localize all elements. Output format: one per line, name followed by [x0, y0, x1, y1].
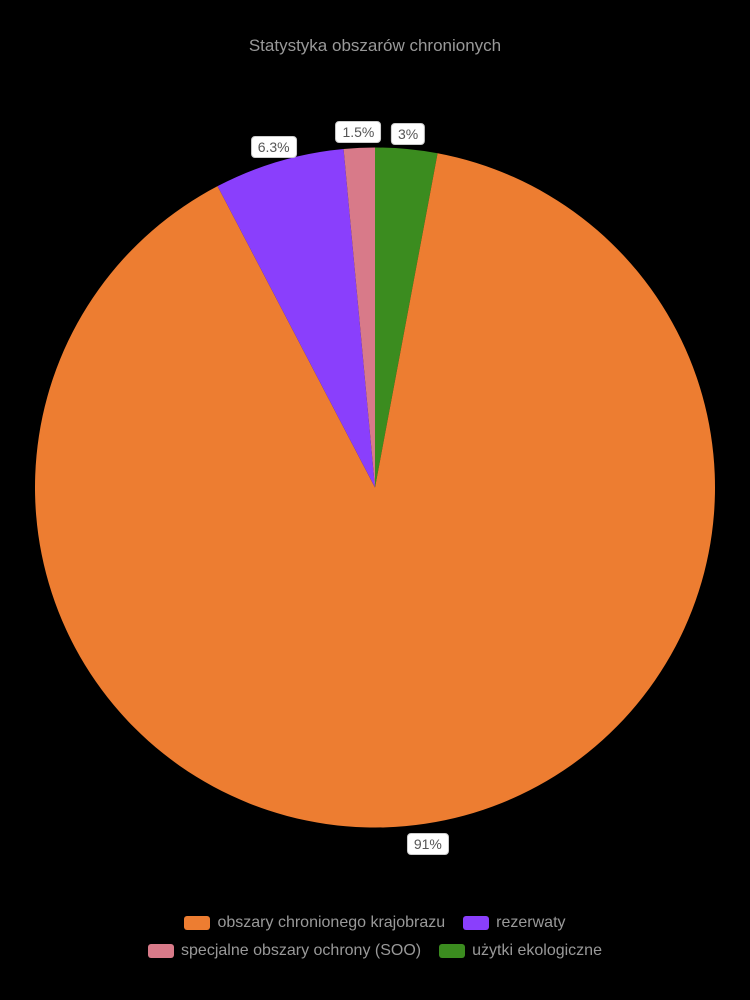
pie-slice-label: 3% — [391, 123, 425, 145]
chart-title: Statystyka obszarów chronionych — [0, 36, 750, 56]
pie-slice-label: 1.5% — [335, 121, 381, 143]
legend-item: rezerwaty — [463, 914, 565, 932]
pie-chart — [35, 148, 715, 833]
legend-label: użytki ekologiczne — [472, 942, 602, 960]
pie-svg — [35, 148, 715, 828]
legend-swatch — [148, 944, 174, 958]
legend: obszary chronionego krajobrazu rezerwaty s… — [0, 914, 750, 960]
legend-label: specjalne obszary ochrony (SOO) — [181, 942, 421, 960]
pie-slice-label: 6.3% — [251, 136, 297, 158]
legend-item: obszary chronionego krajobrazu — [184, 914, 445, 932]
legend-swatch — [184, 916, 210, 930]
legend-item: specjalne obszary ochrony (SOO) — [148, 942, 421, 960]
legend-swatch — [463, 916, 489, 930]
legend-swatch — [439, 944, 465, 958]
legend-item: użytki ekologiczne — [439, 942, 602, 960]
legend-label: obszary chronionego krajobrazu — [217, 914, 445, 932]
legend-label: rezerwaty — [496, 914, 565, 932]
pie-slice-label: 91% — [407, 833, 449, 855]
